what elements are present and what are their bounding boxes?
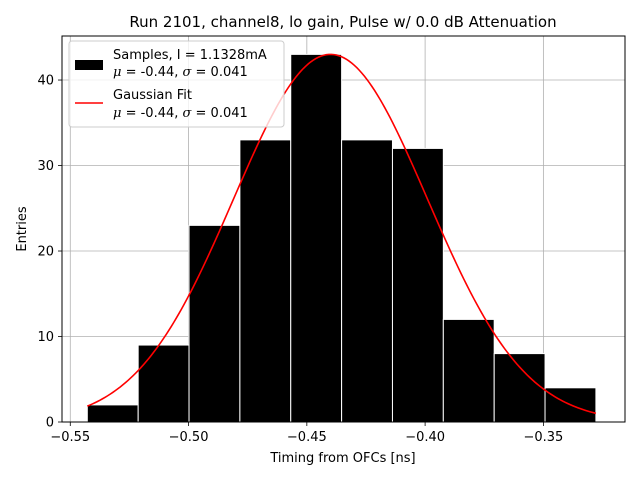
histogram-bar [188,224,241,423]
gaussian-fit-layer [86,53,597,415]
legend-swatch-samples [75,60,103,70]
histogram-bar [341,139,393,423]
y-tick-label: 10 [37,330,54,345]
legend-samples-line1: Samples, I = 1.1328mA [113,48,267,63]
y-tick-label: 40 [37,74,54,89]
x-axis-ticks: −0.55 −0.50 −0.45 −0.40 −0.35 [50,422,563,445]
legend-samples-sigma-symbol: σ [183,65,193,80]
histogram-bar [493,353,546,423]
y-axis-label: Entries [15,206,30,252]
legend-fit-line1: Gaussian Fit [113,88,192,103]
histogram-bar [442,318,495,423]
y-axis-ticks: 0 10 20 30 40 [37,74,62,431]
chart-title: Run 2101, channel8, lo gain, Pulse w/ 0.… [129,13,556,31]
plot-frame [61,35,626,423]
legend: Samples, I = 1.1328mA μ = -0.44, σ = 0.0… [68,40,285,128]
x-tick-label: −0.35 [523,430,563,445]
histogram-bars [86,53,597,423]
y-tick-label: 30 [37,159,54,174]
legend-samples-line2: μ = -0.44, σ = 0.041 [113,65,248,80]
x-tick-label: −0.55 [50,430,90,445]
x-axis-label: Timing from OFCs [ns] [269,451,415,466]
x-tick-label: −0.40 [405,430,445,445]
x-tick-label: −0.45 [287,430,327,445]
legend-fit-sigma-symbol: σ [183,106,193,121]
legend-fit-sigma-value: = 0.041 [191,106,247,121]
histogram-bar [290,53,343,423]
legend-samples-sigma-value: = 0.041 [191,65,247,80]
x-tick-label: −0.50 [169,430,209,445]
legend-box [68,40,285,128]
histogram-bar [391,147,444,423]
legend-fit-line2: μ = -0.44, σ = 0.041 [113,106,248,121]
histogram-bar [239,139,292,423]
legend-samples-mu-symbol: μ [113,65,121,80]
legend-fit-mu-value: = -0.44, [121,106,182,121]
legend-samples-mu-value: = -0.44, [121,65,182,80]
histogram-bar [137,344,190,423]
y-tick-label: 20 [37,245,54,260]
y-tick-label: 0 [46,416,54,431]
histogram-bar [86,404,139,423]
gaussian-fit-curve [86,53,597,415]
legend-fit-mu-symbol: μ [113,106,121,121]
